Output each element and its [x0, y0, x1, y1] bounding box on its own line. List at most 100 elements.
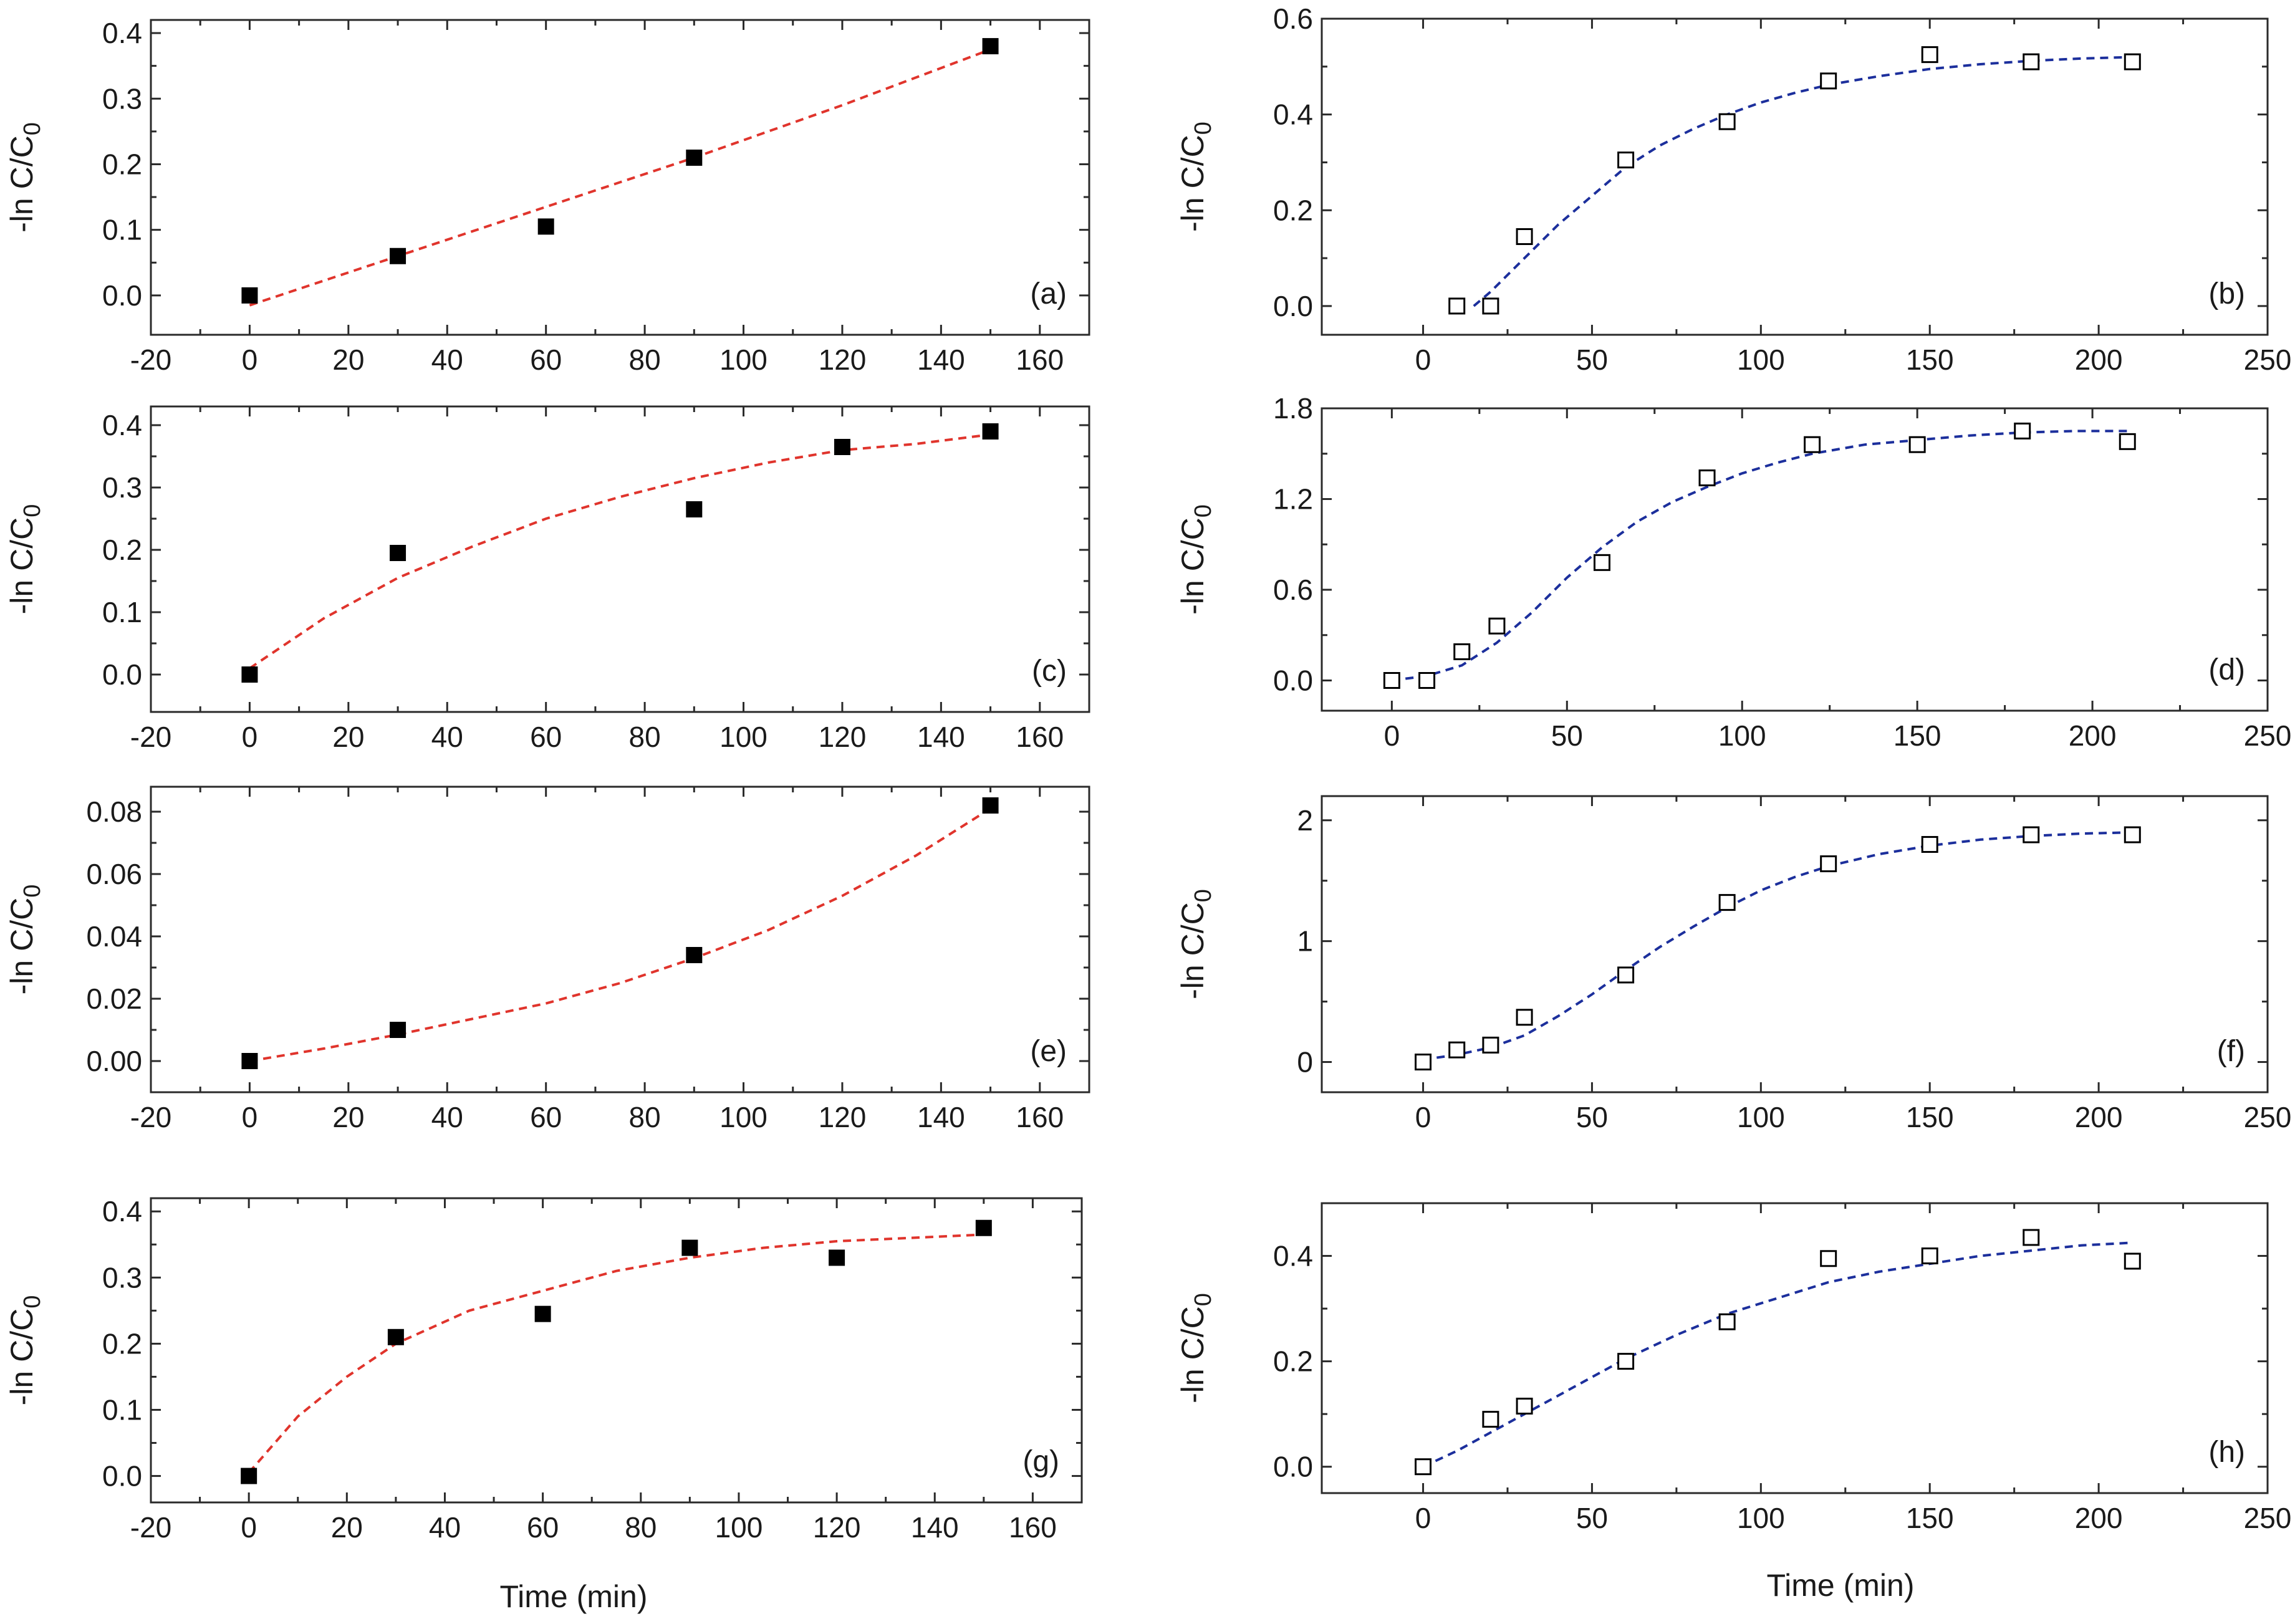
y-tick-label: 0.4: [102, 17, 142, 49]
y-tick-label: 0.2: [1273, 1345, 1313, 1378]
y-axis-title: -ln C/C0: [1175, 122, 1216, 232]
y-tick-label: 0.4: [1273, 98, 1313, 131]
x-tick-label: 250: [2244, 719, 2292, 752]
plot-frame: [1321, 1202, 2269, 1494]
plot-frame: [150, 786, 1090, 1093]
panel-e: -20 0 20 40 60 80 100 120 140 160 0.00 0.02 0.04 0.06…: [4, 786, 1090, 1133]
data-point: [2023, 1229, 2040, 1246]
data-point: [1921, 46, 1938, 64]
y-tick-label: 0.2: [102, 148, 142, 180]
y-tick-label: 0.0: [102, 658, 142, 691]
fit-curve: [249, 433, 991, 670]
y-axis-title: -ln C/C0: [1175, 1293, 1216, 1403]
x-tick-label: 0: [242, 1101, 258, 1133]
x-tick-label: 0: [242, 721, 258, 753]
x-tick-label: 80: [629, 721, 661, 753]
x-tick-label: 160: [1016, 721, 1064, 753]
data-point: [1617, 1353, 1635, 1370]
x-axis-title-left: Time (min): [499, 1579, 647, 1614]
data-point: [686, 501, 703, 517]
x-axis-title-right: Time (min): [1766, 1568, 1914, 1603]
data-point: [1804, 436, 1821, 453]
y-tick-label: 0.06: [86, 858, 142, 890]
x-tick-label: 120: [819, 721, 867, 753]
data-point: [1820, 72, 1837, 90]
x-tick-label: 140: [917, 721, 965, 753]
data-point: [1718, 894, 1736, 911]
y-axis-title: -ln C/C0: [1175, 889, 1216, 999]
y-tick-label: 0.4: [1273, 1240, 1313, 1272]
x-tick-label: 40: [429, 1511, 461, 1544]
data-point: [982, 423, 999, 440]
y-tick-label: 0.1: [102, 214, 142, 246]
panel-letter: (f): [2217, 1035, 2245, 1068]
panel-f: 0 50 100 150 200 250 0 1 2 -ln C/C0 (f): [1175, 795, 2291, 1133]
x-tick-label: 50: [1576, 1101, 1608, 1133]
panel-letter: (h): [2208, 1436, 2245, 1469]
data-point: [1516, 228, 1533, 246]
data-point: [241, 1053, 258, 1069]
y-tick-label: 0.3: [102, 1261, 142, 1294]
x-tick-label: 20: [332, 721, 364, 753]
data-point: [2119, 433, 2136, 450]
x-tick-label: 60: [527, 1511, 559, 1544]
panel-a: -20 0 20 40 60 80 100 120 140 160 0.0 0.1 0.2 0.3 0.4 -…: [4, 17, 1090, 376]
y-tick-label: 0.0: [102, 1460, 142, 1492]
x-tick-label: 40: [431, 721, 463, 753]
x-tick-label: 140: [911, 1511, 959, 1544]
data-point: [834, 439, 850, 455]
x-tick-label: 20: [332, 1101, 364, 1133]
y-tick-label: 0.6: [1273, 2, 1313, 35]
data-point: [982, 797, 999, 814]
data-point: [390, 1022, 407, 1038]
data-point: [1488, 617, 1506, 635]
fit-curve: [1473, 55, 2133, 307]
y-tick-label: 0.0: [102, 279, 142, 312]
x-tick-label: 60: [530, 721, 562, 753]
data-point: [1718, 1313, 1736, 1330]
data-point: [1415, 1458, 1432, 1476]
data-point: [1415, 1054, 1432, 1071]
fit-curve: [1422, 1241, 2133, 1468]
x-tick-label: 160: [1016, 1101, 1064, 1133]
x-tick-label: 200: [2075, 1502, 2123, 1534]
data-point: [1482, 1036, 1499, 1054]
y-tick-label: 0.0: [1273, 1451, 1313, 1483]
panel-letter: (c): [1032, 655, 1067, 688]
data-point: [1921, 1247, 1938, 1265]
x-tick-label: 200: [2069, 719, 2117, 752]
plot-frame: [150, 19, 1090, 336]
y-tick-label: 0.2: [1273, 194, 1313, 226]
x-tick-label: 20: [331, 1511, 363, 1544]
x-tick-label: 80: [625, 1511, 657, 1544]
data-point: [975, 1219, 992, 1236]
data-point: [1617, 151, 1635, 169]
panel-b: 0 50 100 150 200 250 0.0 0.2 0.4 0.6 -ln C/C0 (b): [1175, 2, 2291, 376]
fit-curve: [1392, 430, 2128, 682]
x-tick-label: 140: [917, 344, 965, 376]
x-tick-label: 50: [1576, 1502, 1608, 1534]
x-tick-label: 120: [819, 344, 867, 376]
data-point: [1482, 297, 1499, 315]
data-point: [1698, 469, 1716, 487]
x-tick-label: 250: [2244, 1502, 2292, 1534]
y-tick-label: 0.3: [102, 471, 142, 504]
y-tick-label: 0.02: [86, 983, 142, 1015]
data-point: [2124, 53, 2141, 70]
y-tick-label: 1.2: [1273, 483, 1313, 516]
x-tick-label: 0: [241, 1511, 257, 1544]
data-point: [1448, 297, 1466, 315]
fit-curve: [249, 807, 991, 1062]
x-tick-label: 50: [1551, 719, 1583, 752]
x-tick-label: 150: [1906, 344, 1954, 376]
data-point: [686, 149, 703, 166]
x-tick-label: 40: [431, 1101, 463, 1133]
y-tick-label: 0: [1297, 1046, 1313, 1079]
panel-letter: (e): [1030, 1035, 1067, 1068]
panel-g: -20 0 20 40 60 80 100 120 140 160 0.0 0.1 0.2 0.3 0.4 -…: [4, 1195, 1083, 1544]
y-tick-label: 0.1: [102, 1393, 142, 1426]
data-point: [1718, 113, 1736, 130]
x-tick-label: 150: [1893, 719, 1941, 752]
data-point: [1908, 436, 1926, 453]
data-point: [686, 947, 703, 963]
